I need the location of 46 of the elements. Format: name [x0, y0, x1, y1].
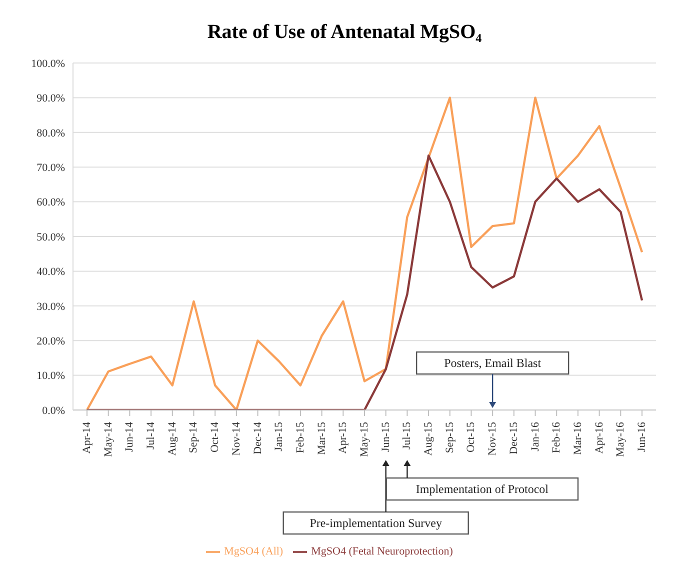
x-tick-label: May-16: [614, 422, 627, 457]
legend-label: MgSO4 (All): [224, 546, 284, 558]
x-tick-label: Oct-14: [209, 422, 222, 453]
x-tick-label: Apr-16: [593, 422, 606, 454]
x-tick-label: Jul-15: [401, 422, 414, 450]
y-tick-label: 10.0%: [36, 370, 65, 382]
x-tick-label: Nov-15: [486, 422, 499, 456]
x-tick-label: Feb-16: [550, 422, 563, 454]
y-tick-label: 60.0%: [36, 196, 65, 209]
x-tick-label: Jan-15: [273, 422, 286, 452]
x-tick-label: Mar-16: [572, 422, 584, 455]
x-tick-label: May-15: [358, 422, 370, 457]
line-series: [86, 96, 644, 410]
x-tick-label: Jun-15: [380, 422, 392, 452]
x-tick-label: Jul-14: [145, 422, 158, 450]
chart-title: Rate of Use of Antenatal MgSO₄: [207, 21, 482, 43]
y-tick-label: 80.0%: [36, 127, 65, 140]
y-tick-label: 90.0%: [36, 92, 65, 105]
x-tick-label: Sep-14: [188, 422, 200, 454]
text: Implementation of Protocol: [416, 482, 550, 496]
text: Pre-implementation Survey: [310, 516, 442, 530]
x-tick-label: Mar-15: [316, 422, 328, 455]
line-series: [86, 154, 644, 410]
x-tick-label: Jan-16: [529, 422, 542, 452]
y-tick-label: 100.0%: [31, 58, 65, 70]
x-tick-label: Jun-14: [124, 422, 136, 452]
x-tick-label: Feb-15: [294, 422, 306, 454]
x-tick-label: Sep-15: [444, 422, 456, 454]
x-tick-label: Apr-14: [81, 422, 93, 454]
x-tick-label: Aug-15: [422, 422, 435, 456]
y-tick-label: 50.0%: [36, 231, 65, 244]
y-tick-label: 70.0%: [36, 162, 65, 174]
x-tick-label: Aug-14: [166, 422, 178, 456]
legend-label: MgSO4 (Fetal Neuroprotection): [311, 546, 453, 558]
y-tick-label: 20.0%: [36, 336, 65, 348]
x-tick-label: Jun-16: [636, 422, 648, 452]
x-tick-label: Apr-15: [337, 422, 350, 454]
y-tick-label: 30.0%: [36, 300, 65, 313]
x-tick-label: May-14: [102, 422, 114, 457]
y-tick-label: 40.0%: [36, 266, 65, 278]
y-tick-label: 0.0%: [42, 404, 65, 417]
x-tick-label: Dec-14: [252, 422, 264, 454]
annotation: Posters, Email Blast: [444, 356, 542, 370]
x-tick-label: Dec-15: [508, 422, 520, 454]
x-tick-label: Nov-14: [230, 422, 242, 456]
x-tick-label: Oct-15: [465, 422, 478, 453]
